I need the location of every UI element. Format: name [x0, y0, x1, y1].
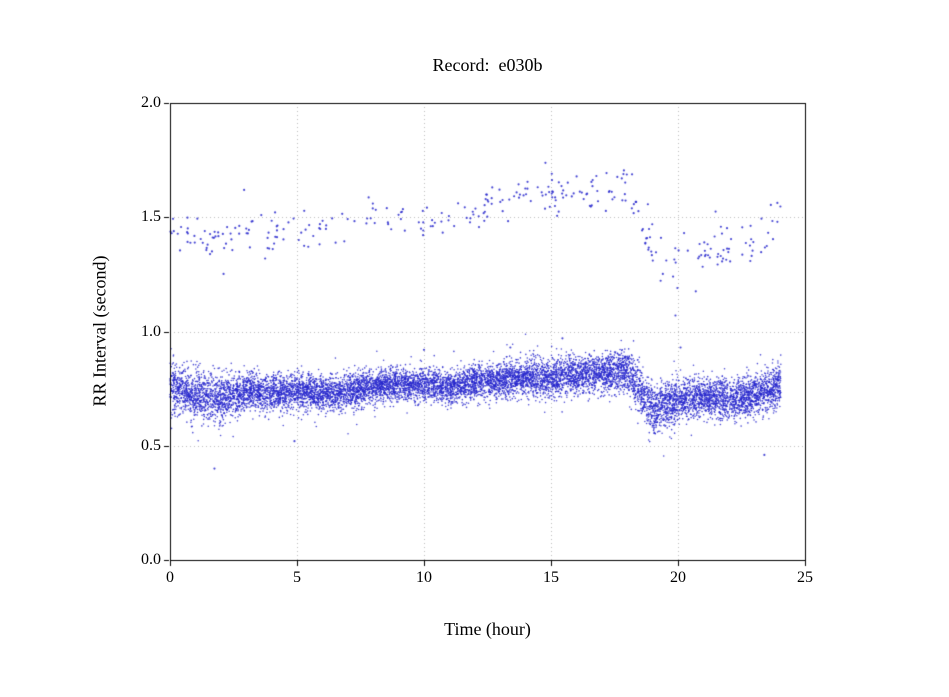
y-tick-label: 0.5: [141, 436, 161, 454]
y-tick-label: 1.5: [141, 208, 161, 226]
x-tick-label: 25: [797, 569, 813, 586]
x-tick-label: 15: [543, 569, 559, 586]
y-tick-label: 2.0: [141, 94, 161, 111]
x-axis-label: Time (hour): [444, 619, 531, 639]
chart-title: Record: e030b: [432, 55, 543, 75]
y-tick-label: 1.0: [141, 322, 161, 340]
y-tick-label: 0.0: [141, 551, 161, 568]
x-tick-label: 20: [670, 569, 686, 586]
x-tick-label: 10: [416, 569, 432, 586]
x-tick-label: 0: [166, 569, 174, 586]
x-tick-label: 5: [293, 569, 301, 586]
y-axis-label: RR Interval (second): [89, 255, 110, 407]
